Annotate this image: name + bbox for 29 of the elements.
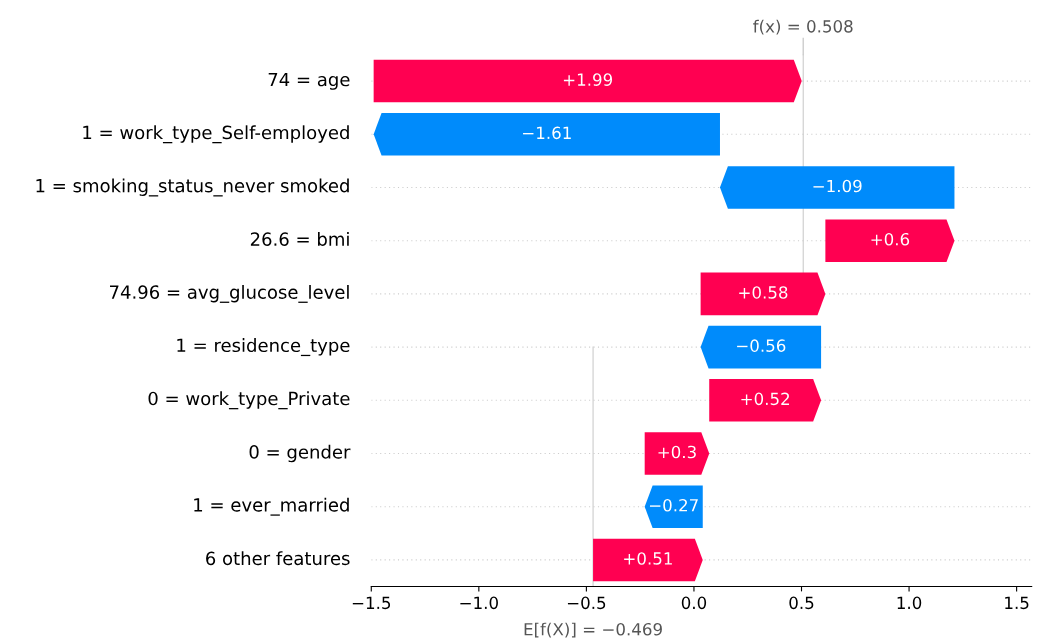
data-label: +0.52 <box>741 392 790 406</box>
ref-line-label: E[f(X)] = −0.469 <box>524 622 662 638</box>
x-tick-label: 0.5 <box>789 596 814 610</box>
y-tick-label: 1 = ever_married <box>194 497 349 516</box>
y-tick-label: 1 = work_type_Self-employed <box>83 125 349 144</box>
y-tick-label: 0 = gender <box>249 444 351 463</box>
x-tick-label: −0.5 <box>567 596 606 610</box>
data-label: −1.61 <box>523 126 571 140</box>
x-tick-label: −1.5 <box>352 596 391 610</box>
y-tick-label: 74 = age <box>268 72 350 90</box>
data-label: −0.27 <box>649 498 698 512</box>
data-label: −0.56 <box>737 339 786 352</box>
data-label: +0.6 <box>871 232 910 246</box>
y-tick-label: 6 other features <box>206 551 350 566</box>
y-tick-label: 74.96 = avg_glucose_level <box>110 284 349 303</box>
data-label: +0.3 <box>658 445 696 459</box>
y-tick-label: 1 = smoking_status_never smoked <box>36 178 349 197</box>
y-tick-label: 0 = work_type_Private <box>148 391 350 410</box>
x-tick-label: 1.0 <box>897 596 922 610</box>
x-tick-label: −1.0 <box>460 596 498 610</box>
data-label: −1.09 <box>813 179 862 193</box>
data-label: +0.51 <box>624 552 672 565</box>
y-tick-label: 26.6 = bmi <box>250 231 349 246</box>
x-tick-label: 0.0 <box>681 596 707 610</box>
ref-line-label: f(x) = 0.508 <box>753 19 853 35</box>
y-tick-label: 1 = residence_type <box>177 338 350 357</box>
x-tick-label: 1.5 <box>1005 596 1029 610</box>
data-label: +1.99 <box>563 73 613 86</box>
data-label: +0.58 <box>739 286 788 299</box>
